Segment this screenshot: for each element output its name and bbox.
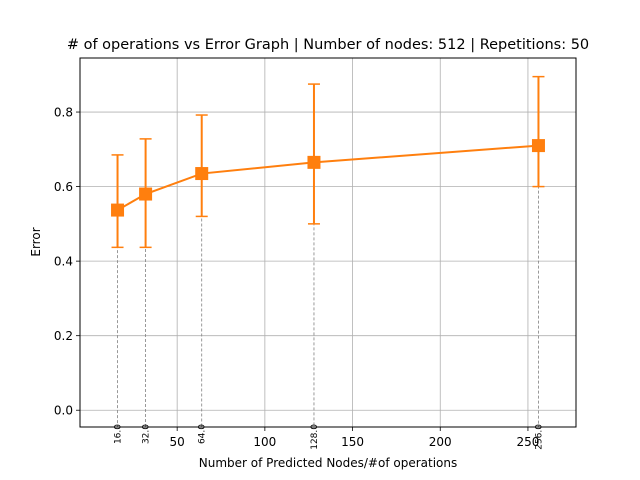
x-tick-label: 100 bbox=[253, 435, 276, 449]
markers bbox=[111, 139, 545, 217]
y-tick-label: 0.6 bbox=[54, 180, 73, 194]
grid bbox=[80, 58, 576, 427]
point-label: 32.0 bbox=[142, 424, 152, 444]
point-label: 256.0 bbox=[534, 424, 544, 450]
point-label: 16.0 bbox=[114, 424, 124, 444]
y-tick-label: 0.0 bbox=[54, 404, 73, 418]
error-bars bbox=[111, 75, 545, 249]
y-axis-label: Error bbox=[29, 227, 43, 256]
y-tick-label: 0.8 bbox=[54, 106, 73, 120]
data-point-marker bbox=[531, 139, 545, 153]
plot-frame bbox=[79, 57, 577, 428]
point-label: 64.0 bbox=[198, 424, 208, 444]
data-point-marker bbox=[307, 155, 321, 169]
y-tick-label: 0.2 bbox=[54, 329, 73, 343]
chart-title: # of operations vs Error Graph | Number … bbox=[67, 37, 589, 53]
y-tick-label: 0.4 bbox=[54, 255, 73, 269]
x-tick-label: 150 bbox=[341, 435, 364, 449]
data-point-marker bbox=[139, 187, 153, 201]
point-label: 128.0 bbox=[310, 424, 320, 450]
data-point-marker bbox=[111, 203, 125, 217]
x-axis-label: Number of Predicted Nodes/#of operations bbox=[199, 456, 457, 470]
x-tick-label: 250 bbox=[516, 435, 539, 449]
ticks: 50 100 150 200 250 0.0 0.2 0.4 0.6 0.8 bbox=[54, 106, 539, 449]
x-tick-label: 200 bbox=[429, 435, 452, 449]
point-labels: 16.0 32.0 64.0 128.0 256.0 bbox=[114, 424, 545, 450]
data-point-marker bbox=[195, 167, 209, 181]
x-tick-label: 50 bbox=[170, 435, 185, 449]
